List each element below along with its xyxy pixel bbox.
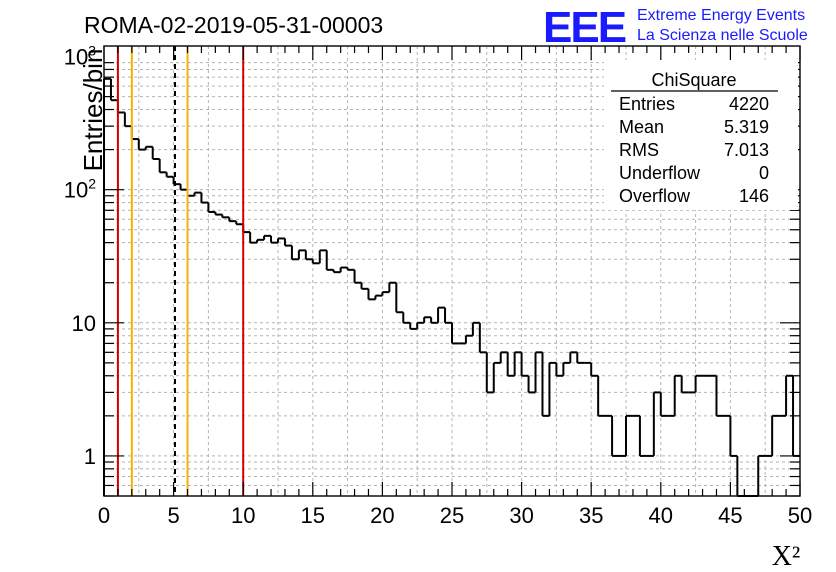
axis-ticks — [103, 46, 801, 497]
stats-label: RMS — [619, 140, 659, 160]
x-tick-label: 45 — [718, 503, 742, 528]
x-tick-labels: 0 5 10 15 20 25 30 35 40 45 50 — [98, 503, 812, 528]
y-tick-label: 10 — [72, 311, 96, 336]
stats-rows: Entries 4220 Mean 5.319 RMS 7.013 Underflow 0 Ov… — [619, 94, 769, 206]
marker-lines — [116, 46, 245, 496]
stats-label: Mean — [619, 117, 664, 137]
x-tick-label: 10 — [231, 503, 255, 528]
y-tick-label: 1 — [84, 444, 96, 469]
logo-mark: EEE — [543, 3, 626, 52]
x-tick-label: 15 — [301, 503, 325, 528]
chart-title: ROMA-02-2019-05-31-00003 — [84, 12, 383, 38]
stats-name: ChiSquare — [651, 70, 736, 90]
stats-label: Entries — [619, 94, 675, 114]
stats-value: 7.013 — [724, 140, 769, 160]
stats-value: 0 — [759, 163, 769, 183]
y-tick-labels: 1 10 102 103 — [64, 43, 96, 469]
stats-label: Overflow — [619, 186, 691, 206]
stats-value: 5.319 — [724, 117, 769, 137]
x-tick-label: 0 — [98, 503, 110, 528]
x-tick-label: 50 — [788, 503, 812, 528]
stats-value: 146 — [739, 186, 769, 206]
x-axis-label: X² — [772, 541, 801, 572]
logo-line1: Extreme Energy Events — [637, 7, 805, 24]
logo-line2: La Scienza nelle Scuole — [637, 27, 808, 44]
x-tick-label: 20 — [370, 503, 394, 528]
x-tick-label: 35 — [579, 503, 603, 528]
y-tick-label: 103 — [64, 43, 96, 70]
y-axis-label: Entries/bin — [78, 49, 108, 172]
x-tick-label: 25 — [440, 503, 464, 528]
y-tick-label: 102 — [64, 176, 96, 203]
stats-value: 4220 — [729, 94, 769, 114]
x-tick-label: 5 — [167, 503, 179, 528]
x-tick-label: 40 — [649, 503, 673, 528]
stats-box: ChiSquare Entries 4220 Mean 5.319 RMS 7.013 Un… — [604, 60, 798, 210]
stats-label: Underflow — [619, 163, 701, 183]
x-tick-label: 30 — [509, 503, 533, 528]
